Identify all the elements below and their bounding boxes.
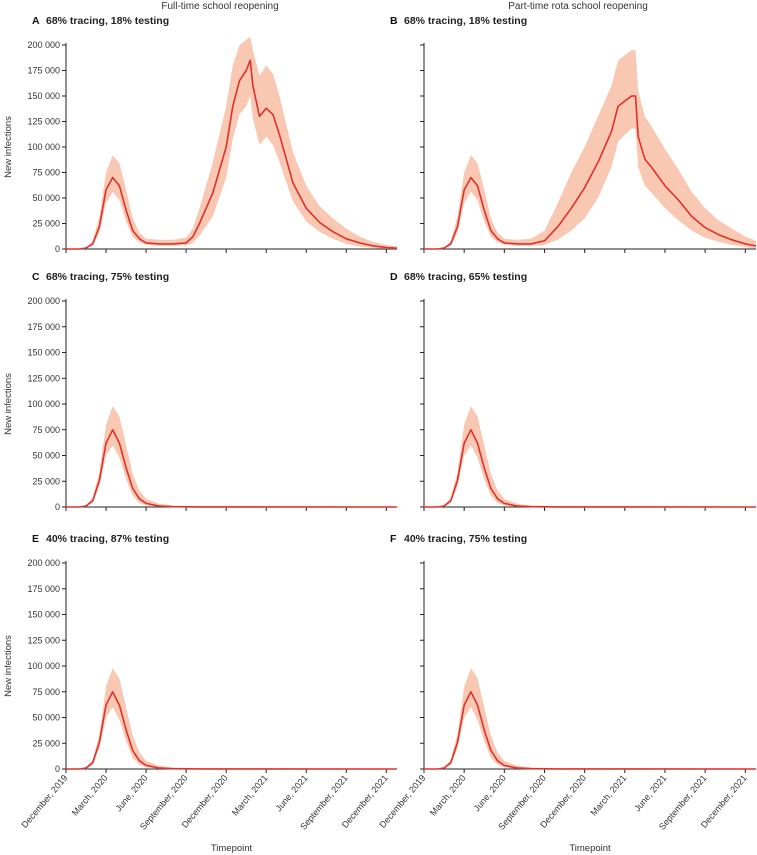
panel-b-title: 68% tracing, 18% testing: [404, 15, 527, 27]
panel-f-title: 40% tracing, 75% testing: [404, 533, 527, 545]
y-tick-label: 150 000: [27, 348, 60, 358]
x-tick-label: March, 2020: [70, 773, 110, 818]
y-tick-label: 200 000: [27, 40, 60, 50]
series-line: [66, 59, 398, 250]
x-tick-label: March, 2020: [428, 773, 468, 818]
y-tick-label: 75 000: [32, 425, 60, 435]
panel-f-label: F: [390, 533, 397, 545]
y-tick-label: 175 000: [27, 322, 60, 332]
panel-d: D 68% tracing, 65% testing: [390, 271, 757, 511]
uncertainty-band: [424, 406, 756, 507]
uncertainty-band: [424, 50, 756, 249]
y-tick-label: 100 000: [27, 661, 60, 671]
x-tick-label: June, 2021: [632, 773, 668, 814]
y-tick-label: 100 000: [27, 399, 60, 409]
panel-c-label: C: [32, 271, 40, 283]
y-tick-label: 75 000: [32, 168, 60, 178]
y-tick-label: 125 000: [27, 373, 60, 383]
y-tick-label: 50 000: [32, 193, 60, 203]
y-tick-label: 25 000: [32, 476, 60, 486]
y-tick-label: 200 000: [27, 296, 60, 306]
panel-b-label: B: [390, 15, 398, 27]
y-tick-label: 0: [55, 764, 60, 774]
panel-e-label: E: [32, 533, 39, 545]
column-title-full-time: Full-time school reopening: [161, 1, 278, 12]
y-tick-label: 75 000: [32, 687, 60, 697]
x-tick-label: March, 2021: [230, 773, 270, 818]
panel-c-title: 68% tracing, 75% testing: [46, 271, 169, 283]
x-axis-title: Timepoint: [569, 843, 611, 854]
y-tick-label: 50 000: [32, 451, 60, 461]
y-tick-label: 25 000: [32, 219, 60, 229]
y-tick-label: 150 000: [27, 610, 60, 620]
y-tick-label: 0: [55, 244, 60, 254]
column-title-part-time: Part-time rota school reopening: [508, 1, 648, 12]
panel-e: E 40% tracing, 87% testing 0 25 000 50 000 75…: [3, 533, 398, 854]
y-tick-label: 125 000: [27, 635, 60, 645]
x-tick-label: June, 2020: [113, 773, 149, 814]
y-tick-label: 150 000: [27, 91, 60, 101]
y-tick-label: 100 000: [27, 142, 60, 152]
panels-container: A 68% tracing, 18% testing 0 25 000 50 000 75…: [3, 15, 757, 854]
panel-d-label: D: [390, 271, 398, 283]
panel-a-title: 68% tracing, 18% testing: [46, 15, 169, 27]
panel-d-title: 68% tracing, 65% testing: [404, 271, 527, 283]
x-tick-label: June, 2020: [472, 773, 508, 814]
y-axis-title: New infections: [3, 116, 14, 178]
y-tick-label: 0: [55, 502, 60, 512]
x-axis-title: Timepoint: [211, 843, 253, 854]
series-line: [66, 691, 398, 770]
uncertainty-band: [66, 36, 397, 249]
x-tick-label: March, 2021: [589, 773, 629, 818]
y-tick-label: 175 000: [27, 66, 60, 76]
y-tick-label: 50 000: [32, 713, 60, 723]
series-line: [424, 429, 757, 508]
uncertainty-band: [424, 668, 756, 769]
panel-b: B 68% tracing, 18% testing: [390, 15, 757, 253]
uncertainty-band: [66, 668, 397, 769]
x-tick-label: June, 2021: [273, 773, 309, 814]
panel-e-title: 40% tracing, 87% testing: [46, 533, 169, 545]
series-line: [424, 691, 757, 770]
uncertainty-band: [66, 406, 397, 507]
y-tick-label: 175 000: [27, 584, 60, 594]
panel-c: C 68% tracing, 75% testing 0 25 000 50 000 75…: [3, 271, 398, 512]
y-tick-label: 200 000: [27, 558, 60, 568]
y-tick-label: 25 000: [32, 738, 60, 748]
y-tick-label: 125 000: [27, 117, 60, 127]
x-tick-label: December, 2019: [19, 773, 69, 830]
y-axis-title: New infections: [3, 635, 14, 697]
y-axis-title: New infections: [3, 373, 14, 435]
series-line: [66, 429, 398, 508]
panel-a: A 68% tracing, 18% testing 0 25 000 50 000 75…: [3, 15, 398, 254]
series-line: [424, 95, 757, 250]
panel-a-label: A: [32, 15, 40, 27]
